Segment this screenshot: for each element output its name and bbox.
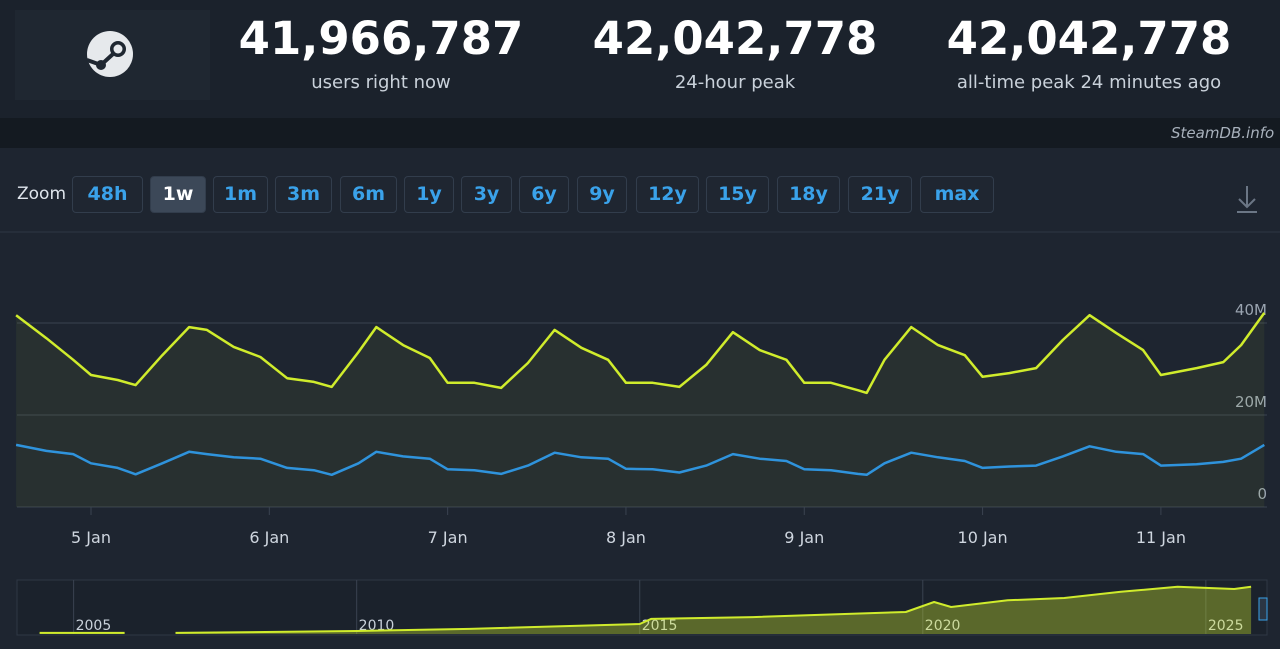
- zoom-button[interactable]: 12y: [636, 176, 699, 213]
- stat-value: 42,042,778: [592, 12, 878, 65]
- y-tick-label: 0: [1257, 485, 1267, 503]
- x-tick-label: 2005: [76, 618, 112, 634]
- x-tick-label: 2015: [642, 618, 678, 634]
- zoom-button[interactable]: 15y: [706, 176, 769, 213]
- stat-label: users right now: [311, 72, 451, 93]
- watermark-strip: SteamDB.info: [0, 118, 1280, 148]
- header: 41,966,787 users right now 42,042,778 24-h…: [0, 0, 1280, 118]
- zoom-button[interactable]: 3y: [461, 176, 512, 213]
- stat-value: 41,966,787: [238, 12, 524, 65]
- logo-box: [15, 10, 210, 100]
- x-tick-label: 2025: [1208, 618, 1244, 634]
- zoom-button[interactable]: 1w: [150, 176, 206, 213]
- line: [175, 585, 1252, 634]
- navigator-handle[interactable]: [1258, 597, 1268, 621]
- steam-logo: [86, 31, 133, 77]
- zoom-button[interactable]: 3m: [275, 176, 332, 213]
- zoom-button[interactable]: 48h: [72, 176, 143, 213]
- navigator-frame: [16, 579, 1268, 636]
- area: [16, 312, 1265, 507]
- zoom-button[interactable]: 1y: [404, 176, 454, 213]
- zoom-button[interactable]: max: [920, 176, 994, 213]
- stat: 42,042,778 all-time peak 24 minutes ago: [919, 12, 1259, 93]
- zoom-button[interactable]: 6y: [519, 176, 569, 213]
- zoom-button[interactable]: 18y: [777, 176, 840, 213]
- x-tick-label: 10 Jan: [958, 528, 1008, 547]
- x-tick-label: 5 Jan: [71, 528, 111, 547]
- zoom-label: Zoom: [17, 184, 67, 204]
- x-tick-label: 9 Jan: [784, 528, 824, 547]
- stat-label: 24-hour peak: [674, 72, 796, 93]
- zoom-button[interactable]: 1m: [213, 176, 268, 213]
- stat: 41,966,787 users right now: [211, 12, 551, 93]
- x-tick-label: 6 Jan: [249, 528, 289, 547]
- line: [15, 312, 1266, 395]
- watermark: SteamDB.info: [1171, 124, 1275, 142]
- x-tick-label: 8 Jan: [606, 528, 646, 547]
- y-tick-label: 20M: [1235, 393, 1267, 411]
- stat-label: all-time peak 24 minutes ago: [956, 72, 1222, 93]
- x-tick-label: 7 Jan: [428, 528, 468, 547]
- download-icon[interactable]: [1237, 186, 1257, 213]
- zoom-button[interactable]: 6m: [340, 176, 397, 213]
- x-tick-label: 11 Jan: [1136, 528, 1186, 547]
- area: [175, 586, 1252, 634]
- x-tick-label: 2020: [925, 618, 961, 634]
- zoom-button[interactable]: 9y: [577, 176, 627, 213]
- zoom-button[interactable]: 21y: [848, 176, 912, 213]
- y-tick-label: 40M: [1235, 301, 1267, 319]
- line: [15, 443, 1265, 477]
- stat-value: 42,042,778: [946, 12, 1232, 65]
- stat: 42,042,778 24-hour peak: [565, 12, 905, 93]
